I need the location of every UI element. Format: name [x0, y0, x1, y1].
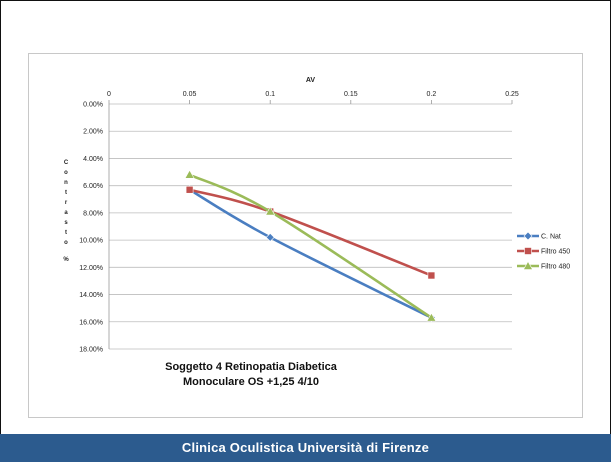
series-line	[188, 173, 433, 319]
y-axis-title-char: %	[63, 257, 69, 263]
y-tick-label: 10.00%	[79, 238, 103, 245]
x-tick-label: 0	[107, 91, 111, 98]
x-tick-label: 0.25	[505, 91, 519, 98]
series-line	[188, 188, 433, 277]
footer-text: Clinica Oculistica Università di Firenze	[181, 440, 430, 455]
x-tick-label: 0.1	[265, 91, 275, 98]
y-axis-title-char: r	[65, 200, 68, 206]
data-point	[265, 232, 275, 242]
y-tick-label: 16.00%	[79, 319, 103, 326]
y-axis-title-char: o	[64, 170, 68, 176]
y-tick-label: 8.00%	[83, 210, 103, 217]
data-point	[265, 206, 276, 216]
x-tick-label: 0.15	[344, 91, 358, 98]
series-filtro-480	[184, 169, 437, 322]
legend-item: Filtro 450	[517, 247, 570, 256]
chart-title-line: Soggetto 4 Retinopatia Diabetica	[165, 361, 338, 373]
legend-item: C. Nat	[517, 231, 561, 241]
y-tick-label: 14.00%	[79, 292, 103, 299]
chart-area: 0.00% 2.00% 4.00% 6.00% 8.00% 10.00% 12.00% 14.…	[28, 53, 583, 418]
y-axis-title-char: t	[65, 230, 67, 236]
x-tick-label: 0.2	[427, 91, 437, 98]
y-tick-label: 2.00%	[83, 129, 103, 136]
y-axis-title-char: s	[64, 220, 68, 226]
data-point	[184, 169, 195, 179]
line-chart: 0.00% 2.00% 4.00% 6.00% 8.00% 10.00% 12.00% 14.…	[63, 77, 570, 388]
y-tick-label: 18.00%	[79, 347, 103, 354]
y-axis-title-char: C	[64, 160, 69, 166]
series-c-nat	[185, 185, 436, 323]
y-axis-title-char: t	[65, 190, 67, 196]
series-filtro-450	[185, 185, 436, 280]
legend-label: C. Nat	[541, 234, 561, 241]
data-point	[426, 312, 437, 322]
legend-label: Filtro 450	[541, 249, 570, 256]
series-line	[188, 188, 433, 319]
legend-item: Filtro 480	[517, 260, 570, 271]
x-axis-title: AV	[306, 77, 316, 84]
y-axis-title-char: o	[64, 240, 68, 246]
data-point	[185, 185, 194, 194]
legend-label: Filtro 480	[541, 264, 570, 271]
chart-title-line: Monoculare OS +1,25 4/10	[183, 376, 319, 388]
data-point	[523, 231, 533, 241]
data-point	[427, 271, 436, 280]
y-tick-label: 6.00%	[83, 183, 103, 190]
y-tick-label: 12.00%	[79, 265, 103, 272]
y-axis-title-char: a	[64, 210, 68, 216]
data-point	[524, 247, 532, 255]
y-axis-title-char: n	[64, 180, 68, 186]
data-point	[522, 260, 534, 270]
x-tick-label: 0.05	[183, 91, 197, 98]
y-tick-label: 4.00%	[83, 156, 103, 163]
y-tick-label: 0.00%	[83, 102, 103, 109]
footer-bar: Clinica Oculistica Università di Firenze	[0, 434, 611, 462]
